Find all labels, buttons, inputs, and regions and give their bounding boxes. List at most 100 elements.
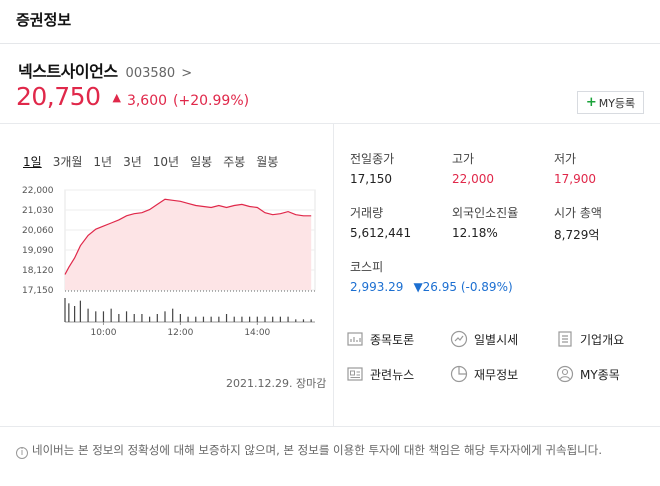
foreign-label: 외국인소진율 [452, 206, 519, 220]
chart-volume-bar [195, 316, 197, 322]
chart-board-icon [346, 330, 364, 348]
prev-close-label: 전일종가 [350, 152, 395, 166]
volume-cell: 거래량 5,612,441 [350, 204, 450, 240]
chart-volume-bar [172, 308, 174, 322]
chart-volume-bar [141, 314, 143, 322]
volume-value: 5,612,441 [350, 226, 412, 240]
low-cell: 저가 17,900 [554, 150, 654, 186]
current-price: 20,750 [16, 82, 101, 111]
tab-daily-candle[interactable]: 일봉 [190, 155, 213, 169]
chevron-right-icon[interactable]: > [181, 66, 193, 81]
chart-volume-bar [164, 311, 166, 322]
chart-volume-bar [95, 311, 97, 322]
menu-company-overview-label: 기업개요 [580, 332, 625, 347]
kospi-label: 코스피 [350, 260, 384, 274]
chart-volume-bar [87, 308, 89, 322]
chart-area-fill [65, 199, 312, 290]
chart-volume-bar [149, 316, 151, 322]
chart-volume-bar [256, 316, 258, 322]
chart-volume-bar [125, 311, 128, 322]
menu-financial-info[interactable]: 재무정보 [450, 365, 518, 383]
chart-volume-bar [202, 316, 205, 322]
chart-volume-bar [279, 316, 281, 322]
menu-discussion-label: 종목토론 [370, 332, 415, 347]
my-register-label: MY등록 [598, 96, 636, 110]
info-icon: i [16, 447, 28, 459]
volume-label: 거래량 [350, 206, 384, 220]
foreign-value: 12.18% [452, 226, 498, 240]
chart-volume-bar [249, 316, 251, 322]
menu-daily-price-label: 일별시세 [474, 332, 519, 347]
chart-volume-bar [179, 314, 181, 322]
up-triangle-icon: ▲ [112, 91, 121, 104]
menu-company-overview[interactable]: 기업개요 [556, 330, 624, 348]
kospi-index-change: ▼26.95 (-0.89%) [413, 280, 513, 294]
tab-monthly-candle[interactable]: 월봉 [256, 155, 279, 169]
chart-y-tick-label: 21,030 [22, 206, 54, 216]
price-chart: 22,000 21,030 20,060 19,090 18,120 17,150 10:0… [22, 186, 316, 338]
chart-volume-bar [241, 316, 243, 322]
prev-close-value: 17,150 [350, 172, 392, 186]
chart-x-tick-label: 14:00 [244, 328, 270, 338]
tab-1year[interactable]: 1년 [93, 155, 113, 169]
chart-volume-bar [225, 314, 228, 322]
menu-related-news[interactable]: 관련뉴스 [346, 365, 414, 383]
tab-3month[interactable]: 3개월 [52, 155, 83, 169]
menu-daily-price[interactable]: 일별시세 [450, 330, 518, 348]
chart-volume-bar [210, 316, 212, 322]
chart-volume-bar [110, 308, 112, 322]
chart-volume-bar [218, 316, 220, 322]
menu-my-stocks-label: MY종목 [580, 367, 620, 382]
market-cap-cell: 시가 총액 8,729억 [554, 204, 654, 243]
market-cap-label: 시가 총액 [554, 206, 602, 220]
chart-volume-bar [302, 319, 305, 322]
list-document-icon [556, 330, 574, 348]
chart-volume-bar [272, 316, 274, 322]
chart-volume-bar [133, 314, 135, 322]
stock-code[interactable]: 003580 [125, 66, 176, 81]
trend-circle-icon [450, 330, 468, 348]
chart-volume-bar [102, 311, 105, 322]
divider-vertical [333, 124, 334, 426]
chart-volume-bar [74, 306, 76, 322]
newspaper-icon [346, 365, 364, 383]
low-value: 17,900 [554, 172, 596, 186]
chart-y-tick-label: 22,000 [22, 186, 54, 196]
chart-volume-bar [233, 316, 235, 322]
price-row: 20,750 ▲ 3,600 (+20.99%) [16, 82, 249, 111]
my-register-button[interactable]: + MY등록 [577, 91, 644, 114]
high-cell: 고가 22,000 [452, 150, 552, 186]
chart-volume-bar [264, 316, 266, 322]
stock-name-row[interactable]: 넥스트사이언스 003580 > [18, 58, 192, 82]
chart-date-label: 2021.12.29. 장마감 [226, 377, 327, 390]
chart-y-tick-label: 18,120 [22, 266, 54, 276]
section-header: 증권정보 [0, 0, 660, 44]
chart-y-tick-label: 19,090 [22, 246, 54, 256]
high-label: 고가 [452, 152, 475, 166]
disclaimer: i 네이버는 본 정보의 정확성에 대해 보증하지 않으며, 본 정보를 이용한 … [16, 441, 656, 459]
menu-financial-info-label: 재무정보 [474, 367, 519, 382]
kospi-values: 2,993.29 ▼26.95 (-0.89%) [350, 280, 570, 294]
low-label: 저가 [554, 152, 577, 166]
tab-weekly-candle[interactable]: 주봉 [223, 155, 246, 169]
divider-bottom [0, 426, 660, 427]
foreign-cell: 외국인소진율 12.18% [452, 204, 552, 240]
disclaimer-text: 네이버는 본 정보의 정확성에 대해 보증하지 않으며, 본 정보를 이용한 투… [32, 443, 602, 457]
tab-1day[interactable]: 1일 [23, 155, 42, 169]
prev-close-cell: 전일종가 17,150 [350, 150, 450, 186]
kospi-index-value: 2,993.29 [350, 280, 404, 294]
period-tabs: 1일 3개월 1년 3년 10년 일봉 주봉 월봉 [23, 153, 289, 170]
chart-volume-bar [64, 298, 66, 322]
tab-3year[interactable]: 3년 [123, 155, 142, 169]
chart-y-tick-label: 20,060 [22, 226, 54, 236]
menu-discussion[interactable]: 종목토론 [346, 330, 414, 348]
chart-price-line [64, 198, 312, 275]
menu-my-stocks[interactable]: MY종목 [556, 365, 620, 383]
menu-related-news-label: 관련뉴스 [370, 367, 415, 382]
chart-volume-bar [295, 319, 297, 322]
section-title: 증권정보 [16, 11, 72, 29]
tab-10year[interactable]: 10년 [152, 155, 180, 169]
high-value: 22,000 [452, 172, 494, 186]
stock-name[interactable]: 넥스트사이언스 [18, 62, 118, 81]
chart-volume-bar [287, 316, 289, 322]
